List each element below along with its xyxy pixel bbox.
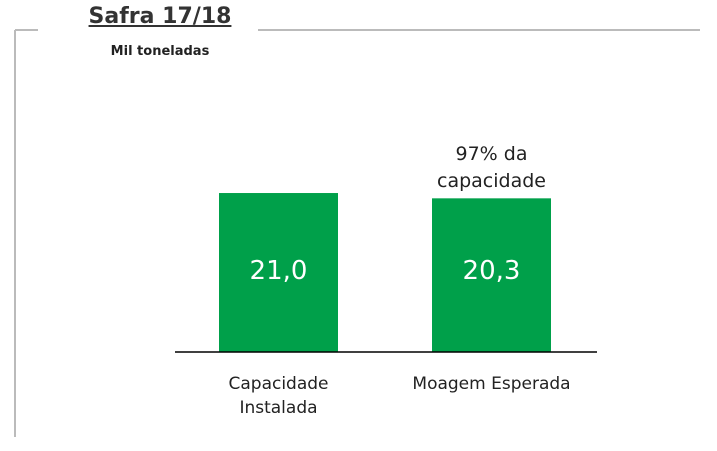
value-label: 20,3 bbox=[462, 256, 521, 286]
x-tick-label: Moagem Esperada bbox=[412, 374, 571, 394]
chart-subtitle: Mil toneladas bbox=[110, 44, 210, 59]
value-label: 21,0 bbox=[249, 256, 308, 286]
bar bbox=[432, 198, 551, 352]
x-tick-label: Capacidade Instalada bbox=[228, 374, 329, 418]
bar bbox=[219, 193, 338, 352]
annotation: 97% da capacidade bbox=[437, 143, 546, 192]
chart-title: Safra 17/18 bbox=[88, 4, 232, 29]
